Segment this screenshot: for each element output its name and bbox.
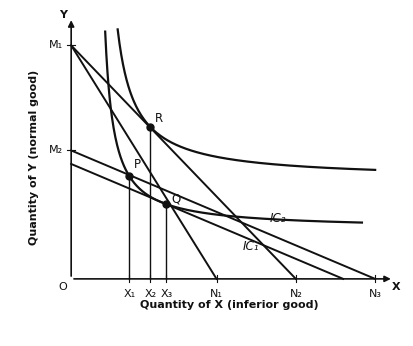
Text: O: O <box>59 282 67 292</box>
Text: IC₁: IC₁ <box>242 240 259 253</box>
Text: X₃: X₃ <box>160 289 172 299</box>
Text: Y: Y <box>59 10 67 20</box>
Text: Quantity of Y (normal good): Quantity of Y (normal good) <box>29 70 39 245</box>
Text: N₁: N₁ <box>210 289 223 299</box>
Text: IC₂: IC₂ <box>269 212 285 225</box>
Text: X: X <box>391 282 400 292</box>
Text: Quantity of X (inferior good): Quantity of X (inferior good) <box>140 300 318 310</box>
Text: X₁: X₁ <box>123 289 135 299</box>
Text: R: R <box>155 112 163 125</box>
Text: M₁: M₁ <box>49 40 63 51</box>
Text: M₂: M₂ <box>49 145 63 155</box>
Text: N₃: N₃ <box>368 289 381 299</box>
Text: X₂: X₂ <box>144 289 156 299</box>
Text: N₂: N₂ <box>289 289 301 299</box>
Text: P: P <box>134 158 141 172</box>
Text: Q: Q <box>171 192 180 205</box>
